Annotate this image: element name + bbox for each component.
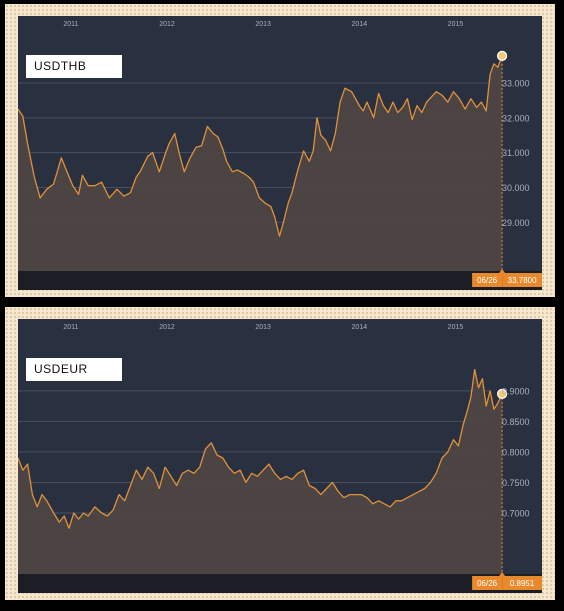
usdeur-area-fill xyxy=(18,369,503,574)
usdthb-series-line xyxy=(18,55,503,237)
usdeur-footer-bar xyxy=(18,574,542,593)
usdeur-y-tick-label: 0.8500 xyxy=(502,417,530,427)
usdthb-chart: 2011 2012 2013 2014 2015 29.000 30.000 31.000 32… xyxy=(18,21,542,290)
usdeur-date-badge-text: 06/26 xyxy=(477,579,498,588)
usdthb-x-tick-label: 2012 xyxy=(159,21,175,28)
usdeur-x-tick-label: 2014 xyxy=(352,324,368,331)
usdthb-y-tick-label: 30.000 xyxy=(502,183,530,193)
usdthb-value-badge-text: 33.7800 xyxy=(508,276,537,285)
usdeur-x-tick-label: 2012 xyxy=(159,324,175,331)
usdeur-y-tick-label: 0.7500 xyxy=(502,478,530,488)
usdeur-date-badge xyxy=(472,576,503,590)
usdeur-value-badge xyxy=(502,576,542,590)
usdeur-ticker-label: USDEUR xyxy=(26,358,122,381)
usdthb-y-tick-label: 33.000 xyxy=(502,79,530,89)
usdthb-y-tick-label: 32.000 xyxy=(502,113,530,123)
usdeur-y-tick-label: 0.8000 xyxy=(502,447,530,457)
usdeur-last-point[interactable] xyxy=(496,388,508,399)
usdeur-value-badge-text: 0.8951 xyxy=(510,579,535,588)
usdthb-footer-bar xyxy=(18,271,542,290)
usdthb-value-badge xyxy=(502,273,542,287)
usdeur-y-tick-label: 0.7000 xyxy=(502,508,530,518)
usdthb-ticker-label: USDTHB xyxy=(26,55,122,78)
usdthb-date-badge-text: 06/26 xyxy=(477,276,498,285)
usdthb-date-badge xyxy=(472,273,503,287)
usdthb-x-tick-label: 2014 xyxy=(352,21,368,28)
usdeur-chart: 2011 2012 2013 2014 2015 0.7000 0.7500 0.8000 0.… xyxy=(18,324,542,593)
usdthb-y-tick-label: 31.000 xyxy=(502,148,530,158)
usdthb-chart-area[interactable]: 2011 2012 2013 2014 2015 29.000 30.000 31.000 32… xyxy=(18,16,542,290)
usdeur-x-tick-label: 2015 xyxy=(448,324,464,331)
usdeur-x-tick-label: 2011 xyxy=(63,324,78,331)
usdthb-area-fill xyxy=(18,55,503,271)
usdthb-x-tick-label: 2015 xyxy=(448,21,464,28)
usdeur-series-line xyxy=(18,368,503,529)
usdthb-x-tick-label: 2013 xyxy=(255,21,271,28)
usdeur-y-tick-label: 0.9000 xyxy=(502,386,530,396)
usdthb-x-tick-label: 2011 xyxy=(63,21,78,28)
usdthb-badge-pointer xyxy=(499,269,506,273)
usdeur-x-tick-label: 2013 xyxy=(255,324,271,331)
usdeur-badge-pointer xyxy=(499,572,506,576)
usdthb-last-point[interactable] xyxy=(496,50,508,61)
usdeur-chart-panel: 2011 2012 2013 2014 2015 0.7000 0.7500 0.8000 0.… xyxy=(5,307,555,600)
usdthb-y-tick-label: 29.000 xyxy=(502,218,530,228)
usdthb-chart-panel: 2011 2012 2013 2014 2015 29.000 30.000 31.000 32… xyxy=(5,4,555,297)
usdeur-chart-area[interactable]: 2011 2012 2013 2014 2015 0.7000 0.7500 0.8000 0.… xyxy=(18,319,542,593)
